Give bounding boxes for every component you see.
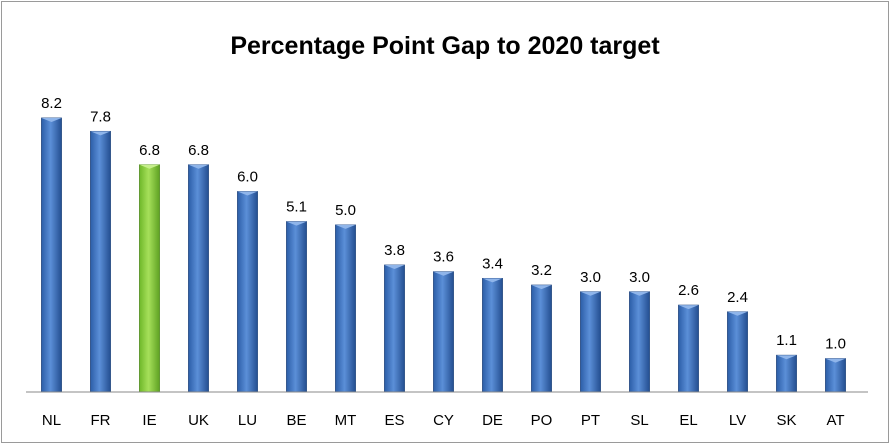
value-label-sl: 3.0 xyxy=(629,269,650,286)
value-label-sk: 1.1 xyxy=(776,332,797,349)
bar-cap-de xyxy=(482,278,503,283)
bar-cap-po xyxy=(531,285,552,290)
bar-at xyxy=(825,358,846,393)
category-label-lv: LV xyxy=(729,412,746,429)
bar-cap-el xyxy=(678,305,699,310)
bar-de xyxy=(482,277,503,393)
bar-cap-es xyxy=(384,265,405,270)
category-label-mt: MT xyxy=(335,412,357,429)
bar-cap-lu xyxy=(237,191,258,196)
bar-es xyxy=(384,264,405,393)
bar-be xyxy=(286,221,307,393)
value-label-el: 2.6 xyxy=(678,282,699,299)
value-label-es: 3.8 xyxy=(384,242,405,259)
bar-fr xyxy=(90,130,111,393)
value-label-mt: 5.0 xyxy=(335,202,356,219)
value-label-cy: 3.6 xyxy=(433,249,454,266)
value-label-de: 3.4 xyxy=(482,255,503,272)
value-label-lu: 6.0 xyxy=(237,169,258,186)
category-label-nl: NL xyxy=(42,412,61,429)
category-label-de: DE xyxy=(482,412,503,429)
category-label-be: BE xyxy=(286,412,306,429)
category-label-at: AT xyxy=(826,412,844,429)
value-label-pt: 3.0 xyxy=(580,269,601,286)
category-label-uk: UK xyxy=(188,412,209,429)
category-label-po: PO xyxy=(531,412,553,429)
bar-cap-lv xyxy=(727,311,748,316)
bar-cap-mt xyxy=(335,224,356,229)
value-label-at: 1.0 xyxy=(825,336,846,353)
bar-cap-sl xyxy=(629,291,650,296)
bar-ie xyxy=(139,164,160,393)
bar-pt xyxy=(580,291,601,393)
value-label-po: 3.2 xyxy=(531,262,552,279)
category-label-es: ES xyxy=(384,412,404,429)
bar-nl xyxy=(41,117,62,393)
chart-title: Percentage Point Gap to 2020 target xyxy=(230,32,660,60)
bar-po xyxy=(531,284,552,393)
value-label-be: 5.1 xyxy=(286,199,307,216)
value-label-lv: 2.4 xyxy=(727,289,748,306)
bar-lu xyxy=(237,191,258,393)
category-label-fr: FR xyxy=(91,412,111,429)
bar-cap-be xyxy=(286,221,307,226)
category-label-lu: LU xyxy=(238,412,257,429)
bar-cap-nl xyxy=(41,118,62,122)
bar-el xyxy=(678,304,699,393)
bar-cap-pt xyxy=(580,291,601,296)
category-label-pt: PT xyxy=(581,412,600,429)
value-label-fr: 7.8 xyxy=(90,108,111,125)
bar-cap-cy xyxy=(433,271,454,276)
value-label-uk: 6.8 xyxy=(188,142,209,159)
category-label-ie: IE xyxy=(142,412,156,429)
bar-cap-ie xyxy=(139,164,160,169)
value-label-nl: 8.2 xyxy=(41,95,62,112)
bar-uk xyxy=(188,164,209,393)
bar-cap-sk xyxy=(776,355,797,360)
bar-lv xyxy=(727,311,748,393)
bar-cap-fr xyxy=(90,131,111,136)
bar-mt xyxy=(335,224,356,393)
value-label-ie: 6.8 xyxy=(139,142,160,159)
category-label-sl: SL xyxy=(630,412,648,429)
category-label-sk: SK xyxy=(776,412,796,429)
category-label-el: EL xyxy=(679,412,697,429)
bar-sl xyxy=(629,291,650,393)
category-label-cy: CY xyxy=(433,412,454,429)
bar-sk xyxy=(776,354,797,393)
bar-cy xyxy=(433,271,454,393)
bar-cap-at xyxy=(825,358,846,363)
bar-cap-uk xyxy=(188,164,209,169)
